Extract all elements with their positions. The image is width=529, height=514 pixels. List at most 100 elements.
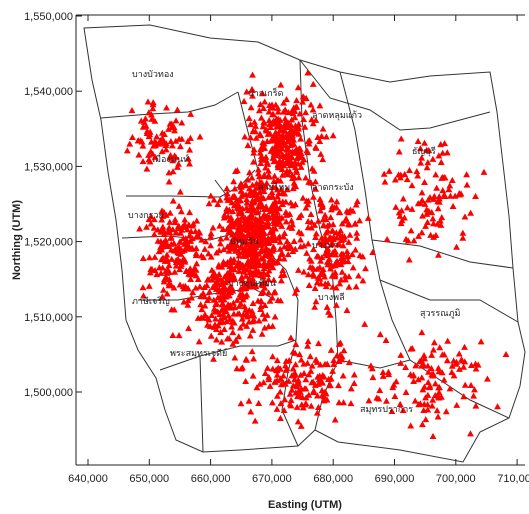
sample-point-marker xyxy=(239,320,247,327)
sample-point-marker xyxy=(307,402,315,409)
label-lat-lum-kaeo: ลาดหลุมแก้ว xyxy=(312,110,362,121)
sample-point-marker xyxy=(337,250,345,257)
sample-point-marker xyxy=(249,86,256,93)
sample-point-marker xyxy=(236,324,244,331)
sample-point-marker xyxy=(229,207,237,215)
sample-point-marker xyxy=(212,315,219,322)
sample-point-marker xyxy=(171,268,179,275)
x-axis-title: Easting (UTM) xyxy=(268,499,342,511)
sample-point-marker xyxy=(480,168,488,175)
sample-point-marker xyxy=(297,371,305,378)
sample-point-marker xyxy=(304,69,312,76)
sample-point-marker xyxy=(407,227,415,234)
sample-point-marker xyxy=(207,242,215,249)
sample-point-marker xyxy=(429,215,437,222)
sample-point-marker xyxy=(178,119,186,126)
sample-point-marker xyxy=(322,215,330,223)
sample-point-marker xyxy=(299,404,307,411)
sample-point-marker xyxy=(187,227,195,235)
sample-point-marker xyxy=(257,101,264,108)
sample-point-marker xyxy=(325,308,332,315)
sample-point-marker xyxy=(265,117,273,124)
sample-point-marker xyxy=(273,405,281,412)
sample-point-marker xyxy=(235,302,243,309)
sample-point-marker xyxy=(186,231,194,238)
sample-point-marker xyxy=(316,137,324,144)
sample-point-marker xyxy=(240,97,248,104)
sample-point-marker xyxy=(240,246,248,253)
sample-point-marker xyxy=(279,171,287,178)
sample-point-marker xyxy=(297,135,304,142)
label-thanyaburi: ธัญบุรี xyxy=(412,146,436,157)
sample-point-marker xyxy=(391,176,399,183)
sample-point-marker xyxy=(315,340,322,347)
sample-point-marker xyxy=(220,245,228,253)
sample-point-marker xyxy=(453,358,460,365)
y-tick-label: 1,520,000 xyxy=(24,237,73,249)
sample-point-marker xyxy=(418,154,426,161)
sample-point-marker xyxy=(184,138,192,145)
sample-point-marker xyxy=(283,186,291,193)
sample-point-marker xyxy=(323,133,330,140)
x-tick-label: 650,000 xyxy=(129,473,169,485)
sample-point-marker xyxy=(177,143,184,150)
sample-point-marker xyxy=(157,243,164,250)
sample-point-marker xyxy=(269,111,277,118)
sample-point-marker xyxy=(455,189,463,197)
sample-point-marker xyxy=(205,250,212,257)
sample-point-marker xyxy=(249,318,256,325)
sample-point-marker xyxy=(220,325,228,332)
sample-point-marker xyxy=(314,217,322,224)
sample-point-marker xyxy=(263,127,271,134)
sample-point-marker xyxy=(234,310,242,317)
sample-point-marker xyxy=(309,106,317,113)
sample-point-marker xyxy=(227,258,235,265)
sample-point-marker xyxy=(298,158,306,165)
x-axis-ticks: 640,000 650,000 660,000 670,000 680,000 690,0… xyxy=(68,15,529,485)
sample-point-marker xyxy=(248,312,255,319)
sample-point-marker xyxy=(322,229,330,236)
sample-point-marker xyxy=(220,284,228,291)
sample-point-marker xyxy=(468,361,475,368)
sample-point-marker xyxy=(250,270,258,278)
sample-point-marker xyxy=(250,355,258,362)
sample-point-marker xyxy=(261,369,269,376)
sample-point-marker xyxy=(332,251,339,258)
sample-point-marker xyxy=(228,323,236,330)
sample-point-marker xyxy=(243,309,251,316)
sample-point-marker xyxy=(255,399,263,407)
sample-point-marker xyxy=(291,289,299,296)
sample-point-marker xyxy=(135,151,143,158)
sample-point-marker xyxy=(459,234,467,241)
sample-point-marker xyxy=(297,163,305,170)
sample-point-marker xyxy=(279,189,286,196)
sample-point-marker xyxy=(165,125,172,132)
sample-point-marker xyxy=(223,207,231,215)
sample-point-marker xyxy=(333,198,341,205)
sample-point-marker xyxy=(410,377,418,385)
sample-point-marker xyxy=(222,279,230,286)
sample-point-marker xyxy=(291,182,298,189)
sample-point-marker xyxy=(230,266,238,273)
sample-point-marker xyxy=(171,218,179,226)
sample-point-marker xyxy=(330,204,338,211)
sample-point-marker xyxy=(446,182,454,189)
sample-point-marker xyxy=(268,188,276,196)
sample-point-marker xyxy=(467,209,475,216)
sample-point-marker xyxy=(300,268,308,275)
sample-point-marker xyxy=(232,336,240,343)
sample-point-marker xyxy=(472,365,480,372)
sample-point-marker xyxy=(246,268,254,275)
sample-point-marker xyxy=(424,218,431,225)
sample-point-marker xyxy=(302,204,310,211)
sample-point-marker xyxy=(202,238,210,245)
sample-point-marker xyxy=(292,361,300,368)
sample-point-marker xyxy=(346,231,354,238)
sample-point-marker xyxy=(248,220,255,227)
sample-point-marker xyxy=(150,216,158,223)
sample-point-marker xyxy=(185,324,192,331)
sample-point-marker xyxy=(258,114,265,121)
sample-point-marker xyxy=(252,134,260,141)
sample-point-marker xyxy=(288,217,295,224)
sample-point-marker xyxy=(217,328,225,336)
